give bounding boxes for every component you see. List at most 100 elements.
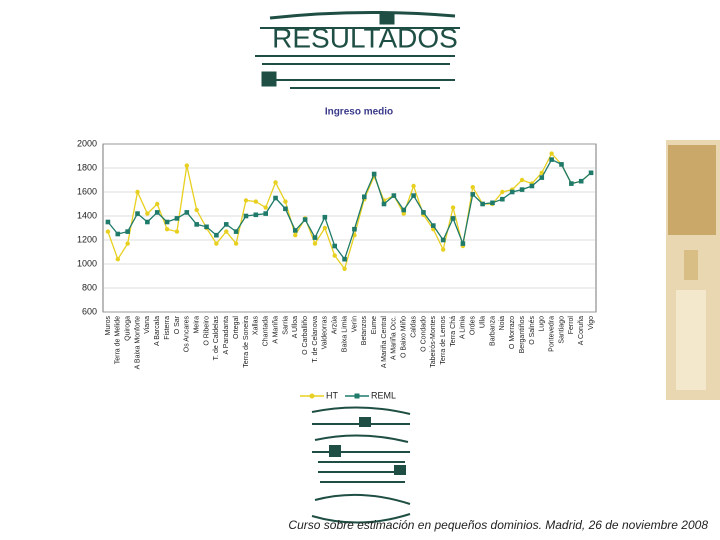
point	[401, 211, 406, 216]
x-tick-label: A Baixa Monforte	[134, 316, 141, 369]
point	[224, 229, 229, 234]
legend	[300, 393, 369, 399]
point	[440, 247, 446, 252]
point	[184, 163, 190, 168]
x-tick-label: Betanzos	[361, 316, 368, 346]
bottom-ornament	[311, 406, 411, 524]
point	[381, 201, 387, 207]
point	[578, 178, 584, 184]
point	[174, 229, 180, 234]
point	[293, 233, 298, 238]
x-tick-label: Ortegal	[233, 316, 240, 339]
x-tick-label: A Mariña	[272, 316, 279, 344]
y-tick-label: 1400	[77, 210, 97, 220]
x-tick-label: Os Ancares	[184, 316, 191, 353]
point	[322, 225, 328, 231]
point	[243, 213, 249, 219]
x-tick-label: Ulla	[479, 316, 486, 328]
x-tick-label: A Limia	[460, 316, 467, 339]
point	[411, 183, 416, 189]
point	[243, 198, 249, 203]
point	[283, 199, 288, 204]
x-tick-label: Ferrol	[568, 316, 575, 335]
x-tick-label: O Baixo Miño	[401, 316, 408, 358]
point	[105, 219, 111, 225]
point	[135, 211, 140, 216]
point	[588, 170, 594, 176]
x-tick-label: O Morrazo	[509, 316, 516, 349]
point	[194, 222, 199, 227]
point	[204, 224, 209, 230]
x-tick-label: T. de Celanova	[312, 316, 319, 363]
point	[342, 256, 347, 262]
point	[549, 151, 554, 156]
point	[273, 180, 278, 185]
point	[125, 229, 130, 234]
point	[263, 211, 268, 216]
point	[371, 171, 377, 177]
point	[322, 214, 328, 220]
point	[431, 223, 436, 228]
point	[105, 229, 111, 234]
x-tick-label: Eume	[371, 316, 378, 334]
x-tick-label: Xallas	[253, 316, 260, 336]
y-tick-label: 600	[82, 306, 97, 316]
point	[352, 226, 357, 232]
x-tick-label: Santiago	[558, 316, 565, 344]
x-tick-label: Fisterra	[164, 316, 171, 340]
point	[125, 241, 130, 246]
x-tick-label: O Salnés	[529, 316, 536, 345]
x-tick-label: Meira	[194, 316, 201, 334]
x-tick-label: O Carballiño	[302, 316, 309, 355]
point	[480, 201, 485, 207]
x-tick-label: A Coruña	[578, 316, 585, 345]
plot-area	[102, 143, 597, 313]
x-tick-label: Sarria	[282, 316, 289, 335]
point	[421, 210, 426, 215]
x-tick-label: A Ulloa	[292, 316, 299, 338]
x-tick-label: O Sar	[174, 315, 181, 334]
point	[500, 196, 505, 202]
point	[273, 195, 278, 201]
y-tick-label: 1200	[77, 234, 97, 244]
point	[164, 227, 170, 232]
x-tick-label: Terra de Lemos	[440, 316, 447, 365]
point	[214, 232, 219, 238]
x-tick-label: A Mariña Central	[381, 316, 388, 369]
point	[332, 243, 338, 249]
x-tick-label: Muros	[105, 316, 112, 336]
point	[549, 157, 554, 162]
point	[470, 185, 475, 190]
point	[233, 241, 239, 246]
point	[253, 212, 259, 218]
point	[115, 257, 120, 262]
point	[263, 205, 268, 210]
x-tick-label: Quiroga	[124, 316, 131, 341]
x-tick-label: Terra de Melide	[115, 316, 122, 364]
y-tick-label: 1000	[77, 258, 97, 268]
title-ornament	[255, 10, 460, 89]
legend-label: HT	[326, 390, 338, 400]
y-tick-label: 1600	[77, 186, 97, 196]
x-tick-label: T. de Caldelas	[213, 316, 220, 361]
x-tick-label: O Ribeiro	[203, 316, 210, 346]
point	[411, 193, 416, 198]
x-tick-label: A Paradanta	[223, 316, 230, 355]
x-tick-label: Chantada	[263, 316, 270, 346]
point	[450, 216, 456, 221]
legend-label: REML	[371, 390, 396, 400]
point	[164, 219, 170, 225]
point	[470, 192, 476, 197]
point	[559, 162, 564, 167]
point	[519, 177, 525, 183]
point	[332, 253, 337, 258]
point	[509, 189, 515, 195]
x-tick-label: Ordes	[470, 316, 477, 336]
point	[450, 205, 456, 210]
point	[194, 207, 199, 213]
x-tick-label: Terra de Soneira	[243, 316, 250, 368]
point	[312, 235, 318, 240]
point	[539, 170, 544, 175]
point	[135, 189, 140, 195]
point	[145, 211, 150, 216]
